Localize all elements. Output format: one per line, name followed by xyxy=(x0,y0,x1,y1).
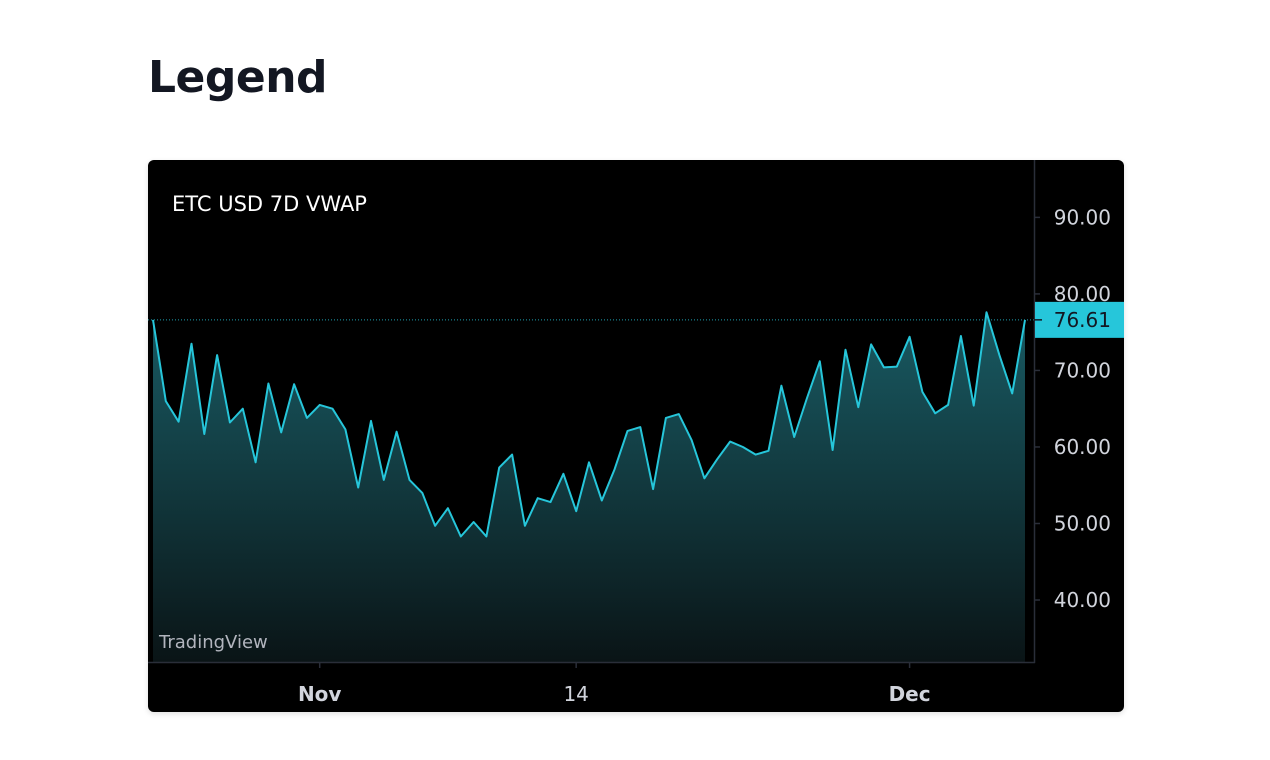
last-price-label: 76.61 xyxy=(1054,308,1111,332)
chart-container[interactable]: 40.0050.0060.0070.0080.0090.00Nov14Dec14… xyxy=(148,160,1124,712)
page-title: Legend xyxy=(148,52,328,103)
x-tick-label: Dec xyxy=(889,682,931,706)
chart-svg[interactable]: 40.0050.0060.0070.0080.0090.00Nov14Dec14… xyxy=(148,160,1124,712)
x-tick-label: 14 xyxy=(563,682,588,706)
series-area-fill xyxy=(153,312,1025,662)
y-tick-label: 50.00 xyxy=(1054,511,1111,535)
legend-series-label: ETC USD 7D VWAP xyxy=(172,192,367,216)
y-tick-label: 40.00 xyxy=(1054,588,1111,612)
series-line xyxy=(152,311,1026,538)
tradingview-watermark: TradingView xyxy=(159,632,268,653)
last-price-badge xyxy=(1035,301,1124,338)
y-tick-label: 90.00 xyxy=(1054,205,1111,229)
y-tick-label: 60.00 xyxy=(1054,435,1111,459)
x-tick-label: Nov xyxy=(298,682,342,706)
y-tick-label: 70.00 xyxy=(1054,358,1111,382)
